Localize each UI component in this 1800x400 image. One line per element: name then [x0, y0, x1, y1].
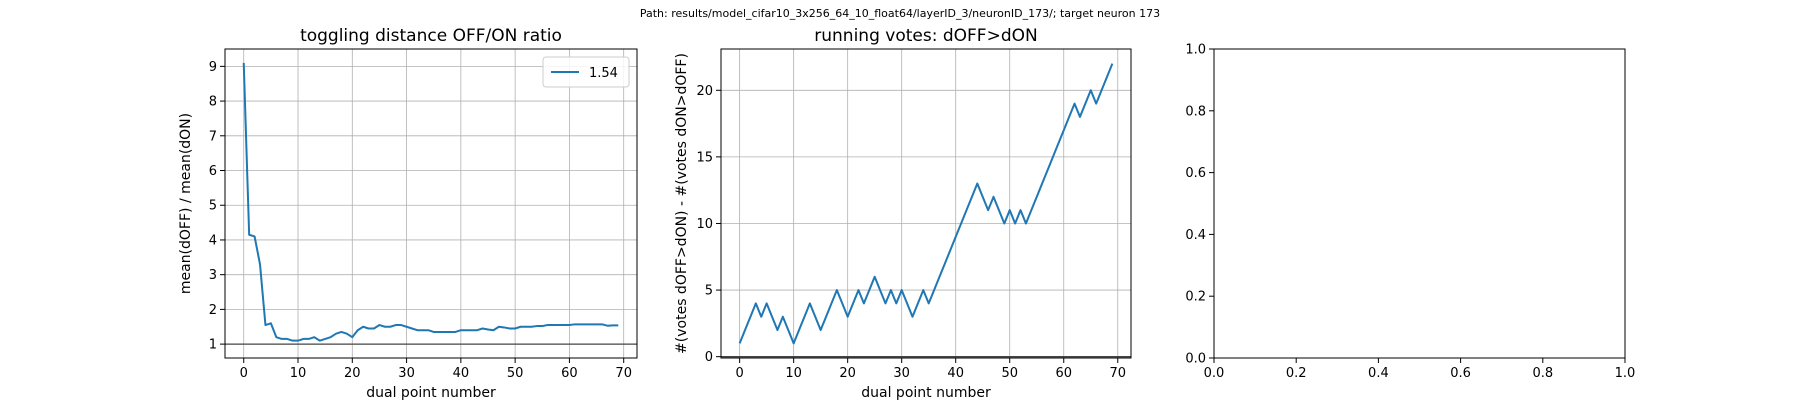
x-axis-label: dual point number [366, 385, 496, 400]
x-tick-label: 70 [1109, 366, 1126, 381]
y-tick-label: 0.2 [1185, 290, 1206, 305]
y-tick-label: 1 [209, 338, 217, 353]
axes-1: 0 10 20 30 40 50 60 70 1 2 3 4 5 6 7 8 9 toggling distanc… [178, 26, 638, 400]
x-tick-label: 20 [344, 366, 361, 381]
figure-suptitle: Path: results/model_cifar10_3x256_64_10_… [640, 7, 1160, 20]
x-tick-label: 0.6 [1450, 366, 1471, 381]
axes-frame [224, 48, 638, 359]
y-tick-label: 8 [209, 95, 217, 110]
x-tick-label: 60 [561, 366, 578, 381]
x-tick-label: 0.8 [1532, 366, 1553, 381]
y-axis-label: #(votes dOFF>dON) - #(votes dON>dOFF) [674, 53, 690, 354]
y-tick-label: 3 [209, 268, 217, 283]
series-line [738, 63, 1114, 345]
legend: 1.54 [542, 56, 630, 88]
axes-3: 0.0 0.2 0.4 0.6 0.8 1.0 0.0 0.2 0.4 0.6 0.8 1.0 [1185, 43, 1635, 382]
y-tick-label: 5 [705, 284, 713, 299]
axes-frame [720, 48, 1132, 359]
axes-frame [1213, 48, 1626, 359]
x-tick-label: 20 [839, 366, 856, 381]
y-tick-label: 4 [209, 233, 217, 248]
x-tick-label: 0 [735, 366, 743, 381]
series-line [242, 62, 619, 342]
x-tick-label: 50 [1001, 366, 1018, 381]
y-tick-label: 7 [209, 129, 217, 144]
x-tick-label: 0 [240, 366, 248, 381]
axes-title: toggling distance OFF/ON ratio [300, 26, 562, 46]
y-tick-label: 0.6 [1185, 166, 1206, 181]
y-tick-label: 9 [209, 60, 217, 75]
legend-frame [542, 56, 630, 88]
y-tick-label: 6 [209, 164, 217, 179]
axes-title: running votes: dOFF>dON [814, 26, 1037, 46]
x-tick-label: 1.0 [1615, 366, 1636, 381]
y-tick-label: 2 [209, 303, 217, 318]
x-tick-label: 30 [398, 366, 415, 381]
x-tick-label: 50 [507, 366, 524, 381]
x-tick-label: 10 [785, 366, 802, 381]
y-tick-label: 1.0 [1185, 43, 1206, 58]
x-axis-label: dual point number [861, 385, 991, 400]
x-tick-label: 10 [290, 366, 307, 381]
y-tick-label: 15 [696, 150, 713, 165]
legend-label: 1.54 [589, 66, 618, 81]
x-tick-label: 60 [1055, 366, 1072, 381]
y-tick-label: 20 [696, 84, 713, 99]
x-tick-label: 0.2 [1286, 366, 1307, 381]
y-tick-label: 10 [696, 217, 713, 232]
x-tick-label: 0.4 [1368, 366, 1389, 381]
y-tick-label: 0.0 [1185, 352, 1206, 367]
x-tick-label: 40 [453, 366, 470, 381]
axes-2: 0 10 20 30 40 50 60 70 0 5 10 15 20 running votes: dO… [674, 26, 1132, 400]
y-tick-label: 0.4 [1185, 228, 1206, 243]
x-tick-label: 70 [615, 366, 632, 381]
x-tick-label: 30 [893, 366, 910, 381]
y-tick-label: 5 [209, 199, 217, 214]
x-tick-label: 0.0 [1204, 366, 1225, 381]
x-tick-label: 40 [947, 366, 964, 381]
y-tick-label: 0 [705, 350, 713, 365]
y-tick-label: 0.8 [1185, 104, 1206, 119]
y-axis-label: mean(dOFF) / mean(dON) [178, 113, 194, 294]
